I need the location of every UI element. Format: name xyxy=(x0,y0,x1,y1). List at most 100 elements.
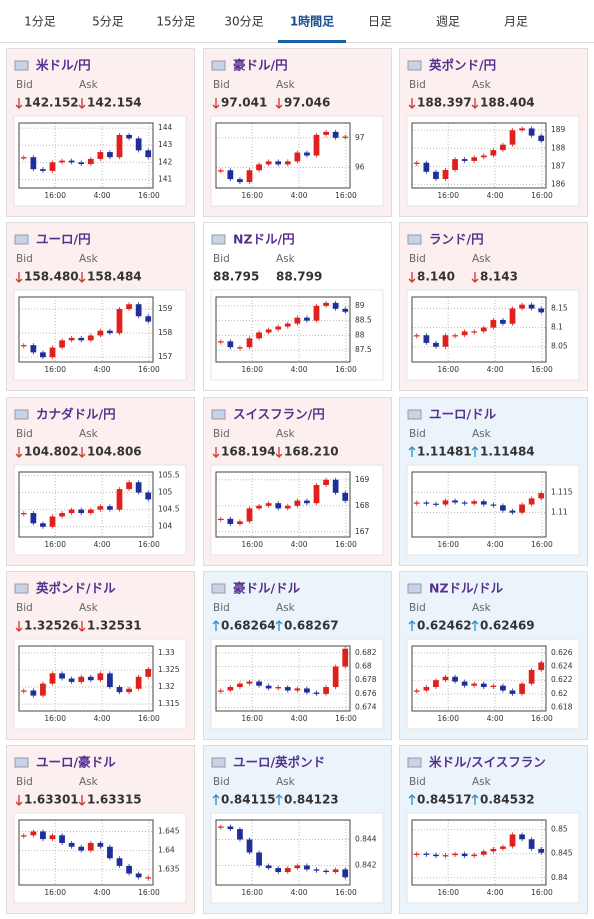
candle xyxy=(294,317,301,324)
candle xyxy=(217,826,224,828)
ask-price: 1.11484 xyxy=(480,445,535,459)
chart-panel xyxy=(406,289,580,381)
candle xyxy=(423,853,430,855)
chart-panel xyxy=(13,812,187,904)
pair-title[interactable]: 米ドル/円 xyxy=(35,58,91,73)
candle xyxy=(294,500,301,506)
pair-title[interactable]: 豪ドル/円 xyxy=(233,58,288,73)
pair-title[interactable]: カナダドル/円 xyxy=(36,407,116,422)
pair-title[interactable]: NZドル/ドル xyxy=(429,581,504,596)
candle xyxy=(461,502,468,504)
candle xyxy=(78,162,85,165)
plot-frame xyxy=(18,122,154,189)
y-tick-label: 105.5 xyxy=(158,470,180,479)
candle xyxy=(40,523,46,527)
x-tick-label: 4:00 xyxy=(291,365,308,374)
x-tick-label: 16:00 xyxy=(138,714,160,723)
ask-label: Ask xyxy=(472,776,492,788)
x-tick-label: 4:00 xyxy=(291,191,308,200)
bid-price: 1.11481 xyxy=(417,445,472,459)
tab[interactable]: 月足 xyxy=(504,15,528,29)
candle xyxy=(480,851,487,855)
candle xyxy=(342,136,349,138)
candle xyxy=(275,326,282,330)
x-tick-label: 16:00 xyxy=(437,714,459,723)
candle xyxy=(323,131,329,135)
candle xyxy=(323,479,329,485)
x-tick-label: 4:00 xyxy=(487,888,504,897)
bid-label: Bid xyxy=(213,253,230,265)
bid-price: 97.041 xyxy=(221,96,267,110)
candle xyxy=(471,157,478,161)
x-tick-label: 16:00 xyxy=(138,540,160,549)
pair-title[interactable]: ユーロ/英ポンド xyxy=(233,755,325,770)
trend-arrow xyxy=(78,272,86,283)
plot-frame xyxy=(411,122,547,189)
x-tick-label: 16:00 xyxy=(531,191,553,200)
x-tick-label: 4:00 xyxy=(487,191,504,200)
tab[interactable]: 30分足 xyxy=(224,15,263,29)
flag-icon xyxy=(211,234,226,245)
pair-title[interactable]: 英ポンド/円 xyxy=(429,58,496,73)
tab[interactable]: 1分足 xyxy=(24,15,56,29)
candle xyxy=(519,834,525,840)
candle xyxy=(538,308,545,313)
candle xyxy=(30,157,37,170)
candle xyxy=(49,673,56,684)
trend-arrow xyxy=(275,620,283,631)
plot-frame xyxy=(18,645,154,712)
tab[interactable]: 週足 xyxy=(436,15,460,29)
tab[interactable]: 5分足 xyxy=(92,15,124,29)
candle xyxy=(342,869,349,878)
tab[interactable]: 日足 xyxy=(368,15,392,29)
bid-label: Bid xyxy=(16,79,33,91)
pair-title[interactable]: ユーロ/円 xyxy=(36,232,91,247)
ask-price: 0.84532 xyxy=(480,793,535,807)
candle xyxy=(528,304,535,309)
pair-title[interactable]: 豪ドル/ドル xyxy=(233,581,301,596)
candle xyxy=(323,302,329,306)
candle xyxy=(332,666,339,688)
y-tick-label: 8.05 xyxy=(551,342,568,351)
x-tick-label: 16:00 xyxy=(138,191,160,200)
candle xyxy=(265,503,272,506)
tab[interactable]: 15分足 xyxy=(156,15,195,29)
pair-title[interactable]: ユーロ/豪ドル xyxy=(36,755,116,770)
candle xyxy=(442,855,449,857)
tab[interactable]: 1時間足 xyxy=(290,14,334,29)
x-tick-label: 16:00 xyxy=(531,714,553,723)
candle xyxy=(284,868,291,872)
y-tick-label: 0.678 xyxy=(355,675,377,684)
candle xyxy=(256,681,262,686)
pair-title[interactable]: ランド/円 xyxy=(429,232,484,247)
pair-title[interactable]: スイスフラン/円 xyxy=(233,407,325,422)
y-tick-label: 0.674 xyxy=(355,703,377,712)
candle xyxy=(78,846,85,851)
bid-label: Bid xyxy=(213,428,230,440)
candle xyxy=(452,500,458,503)
candle xyxy=(68,337,75,341)
y-tick-label: 159 xyxy=(158,304,173,313)
candle xyxy=(413,335,420,337)
candle xyxy=(490,848,497,852)
pair-title[interactable]: NZドル/円 xyxy=(233,232,295,247)
pair-title[interactable]: 英ポンド/ドル xyxy=(36,581,116,596)
candle xyxy=(78,676,85,682)
y-tick-label: 0.84 xyxy=(551,873,568,882)
pair-title[interactable]: 米ドル/スイスフラン xyxy=(428,755,546,770)
y-tick-label: 1.645 xyxy=(158,826,180,835)
y-tick-label: 0.682 xyxy=(355,648,377,657)
candle xyxy=(332,302,339,309)
candle xyxy=(145,668,152,677)
trend-arrow xyxy=(15,272,23,283)
candle xyxy=(68,509,75,514)
candle xyxy=(452,159,458,170)
candle xyxy=(20,157,27,159)
candle xyxy=(304,317,310,321)
pair-title[interactable]: ユーロ/ドル xyxy=(429,407,497,422)
chart-panel xyxy=(406,115,580,207)
candle xyxy=(265,865,272,869)
candle xyxy=(227,687,234,691)
candle xyxy=(471,683,478,686)
candle xyxy=(433,342,439,347)
